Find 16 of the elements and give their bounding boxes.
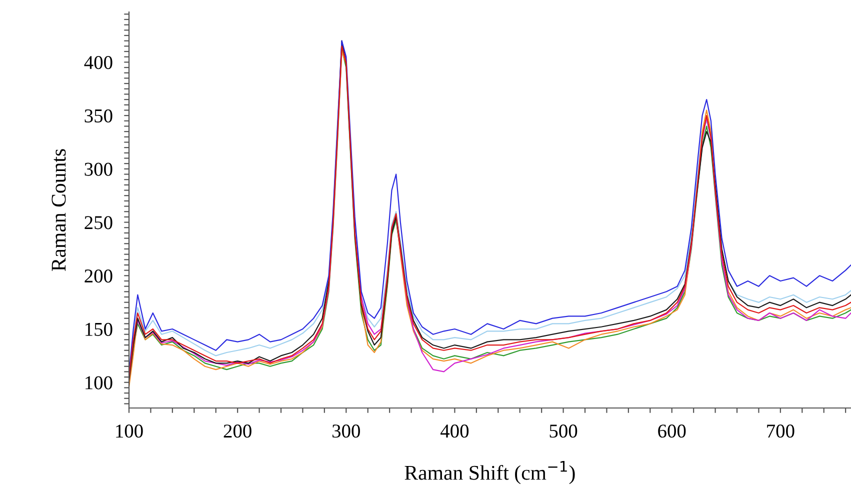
y-tick-label: 100: [86, 376, 112, 390]
x-tick-label: 200: [224, 424, 252, 438]
x-tick-label: 500: [550, 424, 578, 438]
x-axis-title: Raman Shift (cm$^{−1}$): [404, 461, 575, 484]
x-tick-label: 400: [440, 424, 469, 438]
y-tick-label: 300: [84, 162, 112, 176]
x-tick-label: 700: [767, 424, 794, 438]
x-tick-label: 600: [658, 424, 686, 438]
y-tick-label: 350: [84, 109, 112, 122]
y-tick-label: 200: [84, 269, 112, 283]
x-tick-label: 300: [332, 424, 360, 438]
y-tick-label: 400: [84, 56, 112, 70]
y-axis-title: Raman Counts: [52, 149, 66, 272]
y-tick-label: 150: [86, 322, 112, 336]
y-tick-label: 250: [84, 216, 112, 230]
x-tick-label: 100: [116, 424, 143, 438]
